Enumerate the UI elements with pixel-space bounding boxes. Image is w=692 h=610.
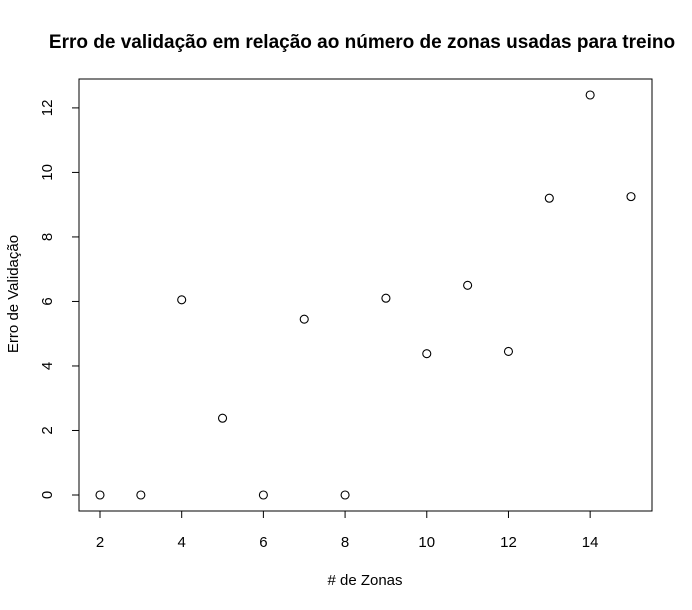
data-point	[258, 490, 268, 500]
data-point	[544, 193, 554, 203]
data-point	[381, 293, 391, 303]
x-tick-label: 4	[178, 534, 186, 551]
data-point	[626, 192, 636, 202]
data-point	[463, 280, 473, 290]
data-point	[340, 490, 350, 500]
y-tick-label: 4	[39, 362, 56, 370]
data-point	[95, 490, 105, 500]
y-tick-label: 2	[39, 426, 56, 434]
x-tick-label: 2	[96, 534, 104, 551]
x-axis-label: # de Zonas	[327, 572, 402, 589]
x-tick-label: 12	[500, 534, 517, 551]
x-tick-label: 6	[259, 534, 267, 551]
plot-area-frame	[78, 78, 653, 512]
y-axis: 0 2 4 6 8 10 12	[39, 100, 80, 499]
x-tick-label: 8	[341, 534, 349, 551]
x-tick-label: 14	[582, 534, 599, 551]
y-tick-label: 0	[39, 491, 56, 499]
y-axis-label: Erro de Validação	[5, 235, 22, 353]
data-point	[217, 413, 228, 423]
x-axis: 2 4 6 8 10 12 14	[96, 510, 599, 551]
data-point	[503, 346, 514, 357]
data-point	[585, 90, 595, 100]
data-points	[95, 90, 636, 500]
x-tick-label: 10	[418, 534, 435, 551]
data-point	[299, 314, 309, 324]
y-tick-label: 6	[39, 297, 56, 305]
data-point	[422, 349, 432, 359]
data-point	[136, 490, 146, 500]
chart-title: Erro de validação em relação ao número d…	[49, 32, 675, 53]
y-tick-label: 8	[39, 233, 56, 241]
data-point	[177, 295, 187, 305]
y-tick-label: 10	[39, 164, 56, 181]
y-tick-label: 12	[39, 100, 56, 117]
